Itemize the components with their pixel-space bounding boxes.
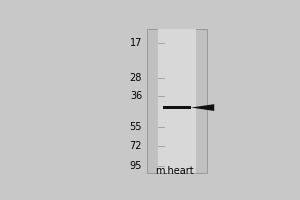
- Bar: [147, 29, 207, 173]
- Bar: [163, 106, 191, 109]
- Text: 28: 28: [130, 73, 142, 83]
- Text: m.heart: m.heart: [155, 166, 194, 176]
- Text: 36: 36: [130, 91, 142, 101]
- Text: 95: 95: [130, 161, 142, 171]
- Polygon shape: [191, 104, 214, 111]
- Text: 55: 55: [130, 122, 142, 132]
- Text: 17: 17: [130, 38, 142, 48]
- Text: 72: 72: [130, 141, 142, 151]
- Bar: [158, 29, 196, 173]
